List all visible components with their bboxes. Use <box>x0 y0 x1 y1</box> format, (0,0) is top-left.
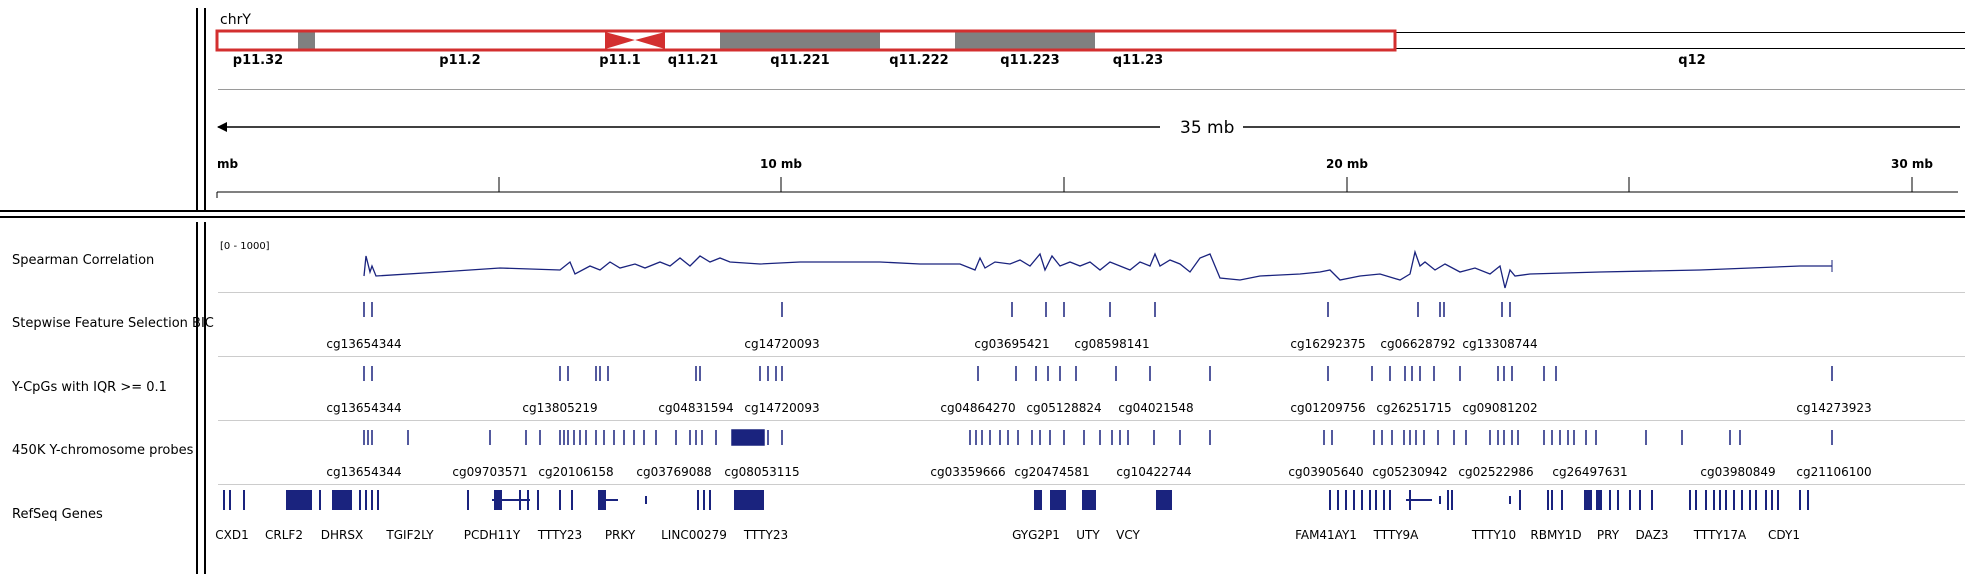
gene-label: TTTY17A <box>1693 528 1747 542</box>
feature-label: cg03769088 <box>636 465 712 479</box>
feature-label: cg10422744 <box>1116 465 1192 479</box>
feature-label: cg13805219 <box>522 401 598 415</box>
name-panel-divider <box>196 8 198 210</box>
feature-label: cg09703571 <box>452 465 528 479</box>
gene-label: CDY1 <box>1768 528 1800 542</box>
feature-label: cg03980849 <box>1700 465 1776 479</box>
gene-label: DHRSX <box>320 528 364 542</box>
gene-label: CXD1 <box>215 528 249 542</box>
track-name-probes[interactable]: 450K Y-chromosome probes <box>12 443 194 458</box>
feature-label: cg08598141 <box>1074 337 1150 351</box>
data-panel-left-border <box>204 8 206 210</box>
ruler-tick-label: 30 mb <box>1891 157 1933 171</box>
ideogram-top-line <box>1394 32 1965 33</box>
track-name-iqr[interactable]: Y-CpGs with IQR >= 0.1 <box>12 380 167 395</box>
ruler-tick-label: 10 mb <box>760 157 802 171</box>
track-separator <box>218 356 1965 357</box>
ruler-tick-label: 20 mb <box>1326 157 1368 171</box>
gene-label: UTY <box>1076 528 1100 542</box>
spearman-line <box>363 249 1832 289</box>
feature-label: cg26497631 <box>1552 465 1628 479</box>
track-name-genes[interactable]: RefSeq Genes <box>12 507 103 522</box>
gene-label: LINC00279 <box>661 528 727 542</box>
feature-label: cg14273923 <box>1796 401 1872 415</box>
ideogram-q12-line <box>1394 48 1965 49</box>
band-label: q11.221 <box>770 53 830 68</box>
feature-label: cg26251715 <box>1376 401 1452 415</box>
feature-label: cg20106158 <box>538 465 614 479</box>
ruler-tick-label: mb <box>217 157 239 171</box>
feature-label: cg13654344 <box>326 465 402 479</box>
gene-label: DAZ3 <box>1635 528 1669 542</box>
ideogram-bottom-line <box>218 89 1965 90</box>
band-label: p11.1 <box>599 53 641 68</box>
feature-label: cg05230942 <box>1372 465 1448 479</box>
feature-label: cg04021548 <box>1118 401 1194 415</box>
gene-label: TGIF2LY <box>386 528 434 542</box>
gene-label: PCDH11Y <box>463 528 521 542</box>
feature-label: cg04864270 <box>940 401 1016 415</box>
feature-label: cg04831594 <box>658 401 734 415</box>
gene-label: TTTY23 <box>537 528 583 542</box>
band-label: q11.223 <box>1000 53 1060 68</box>
gene-label: PRKY <box>604 528 636 542</box>
band-label: q11.23 <box>1112 53 1164 68</box>
gene-label: VCY <box>1116 528 1140 542</box>
gene-label: RBMY1D <box>1530 528 1582 542</box>
feature-label: cg20474581 <box>1014 465 1090 479</box>
feature-label: cg03359666 <box>930 465 1006 479</box>
track-separator <box>218 420 1965 421</box>
track-separator <box>218 292 1965 293</box>
feature-label: cg03695421 <box>974 337 1050 351</box>
header-separator <box>0 210 1965 212</box>
track-name-spearman[interactable]: Spearman Correlation <box>12 253 155 268</box>
gene-label: TTTY23 <box>743 528 789 542</box>
gene-label: TTTY10 <box>1471 528 1517 542</box>
feature-label: cg16292375 <box>1290 337 1366 351</box>
gene-label: TTTY9A <box>1373 528 1419 542</box>
band-label: p11.2 <box>439 53 481 68</box>
band-label: q11.21 <box>667 53 719 68</box>
feature-label: cg01209756 <box>1290 401 1366 415</box>
ideogram-viewport-highlight <box>215 29 1397 52</box>
name-panel-divider-lower <box>196 222 198 574</box>
feature-label: cg21106100 <box>1796 465 1872 479</box>
feature-label: cg03905640 <box>1288 465 1364 479</box>
feature-label: cg14720093 <box>744 337 820 351</box>
feature-label: cg13654344 <box>326 337 402 351</box>
band-label: q11.222 <box>889 53 949 68</box>
feature-label: cg13654344 <box>326 401 402 415</box>
gene-label: CRLF2 <box>265 528 303 542</box>
track-separator <box>218 484 1965 485</box>
feature-label: cg02522986 <box>1458 465 1534 479</box>
feature-label: cg08053115 <box>724 465 800 479</box>
header-separator-2 <box>0 216 1965 218</box>
data-panel-left-border-lower <box>204 222 206 574</box>
feature-label: cg09081202 <box>1462 401 1538 415</box>
arrow-left-icon <box>217 122 227 132</box>
feature-label: cg14720093 <box>744 401 820 415</box>
band-label: q12 <box>1678 53 1706 68</box>
gene-label: FAM41AY1 <box>1295 528 1357 542</box>
feature-label: cg05128824 <box>1026 401 1102 415</box>
feature-label: cg13308744 <box>1462 337 1538 351</box>
span-label: 35 mb <box>1180 118 1235 138</box>
band-label: p11.32 <box>232 53 284 68</box>
gene-label: GYG2P1 <box>1012 528 1060 542</box>
track-name-bic[interactable]: Stepwise Feature Selection BIC <box>12 316 214 331</box>
gene-label: PRY <box>1596 528 1620 542</box>
feature-label: cg06628792 <box>1380 337 1456 351</box>
track-range-label: [0 - 1000] <box>220 241 270 252</box>
chromosome-label: chrY <box>220 12 251 28</box>
